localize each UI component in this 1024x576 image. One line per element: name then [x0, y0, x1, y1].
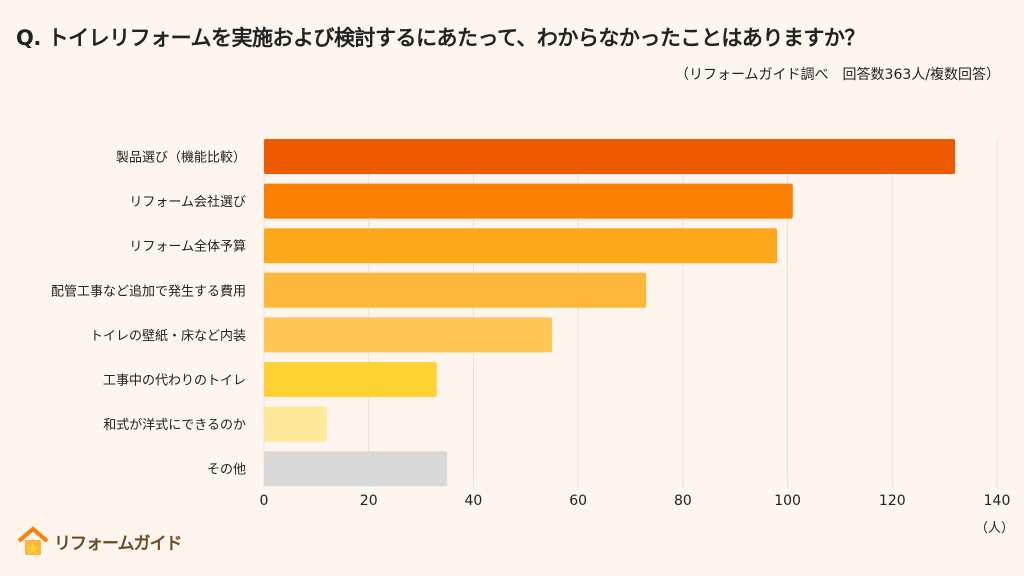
category-label: 配管工事など追加で発生する費用 — [51, 283, 246, 299]
category-label: トイレの壁紙・床など内装 — [90, 328, 246, 344]
x-tick-label: 40 — [465, 493, 483, 509]
x-tick-label: 140 — [984, 493, 1011, 509]
bar — [264, 406, 327, 442]
bar — [264, 183, 793, 219]
x-tick-label: 60 — [569, 493, 587, 509]
bar — [264, 317, 552, 353]
category-label: リフォーム全体予算 — [129, 239, 246, 255]
brand-logo: リフォームガイド — [16, 526, 182, 556]
category-label: 製品選び（機能比較） — [116, 151, 246, 166]
category-label: リフォーム会社選び — [129, 194, 246, 210]
chart-subtitle: （リフォームガイド調べ 回答数363人/複数回答） — [674, 67, 1000, 83]
x-axis-unit: （人） — [974, 521, 1014, 536]
x-tick-label: 120 — [879, 493, 906, 509]
bar — [264, 228, 778, 264]
x-tick-label: 20 — [360, 493, 378, 509]
bar — [264, 139, 956, 174]
logo-text: リフォームガイド — [54, 533, 182, 554]
bar — [264, 362, 437, 397]
chart-title: Q. トイレリフォームを実施および検討するにあたって、わからなかったことはありま… — [16, 26, 865, 50]
x-tick-label: 100 — [774, 493, 801, 509]
category-label: 和式が洋式にできるのか — [103, 418, 246, 433]
x-tick-label: 80 — [674, 493, 692, 509]
bar — [264, 451, 448, 487]
x-tick-label: 0 — [260, 493, 269, 509]
bar — [264, 272, 647, 308]
category-label: その他 — [207, 463, 246, 478]
house-icon — [17, 526, 49, 555]
category-label: 工事中の代わりのトイレ — [103, 374, 246, 389]
